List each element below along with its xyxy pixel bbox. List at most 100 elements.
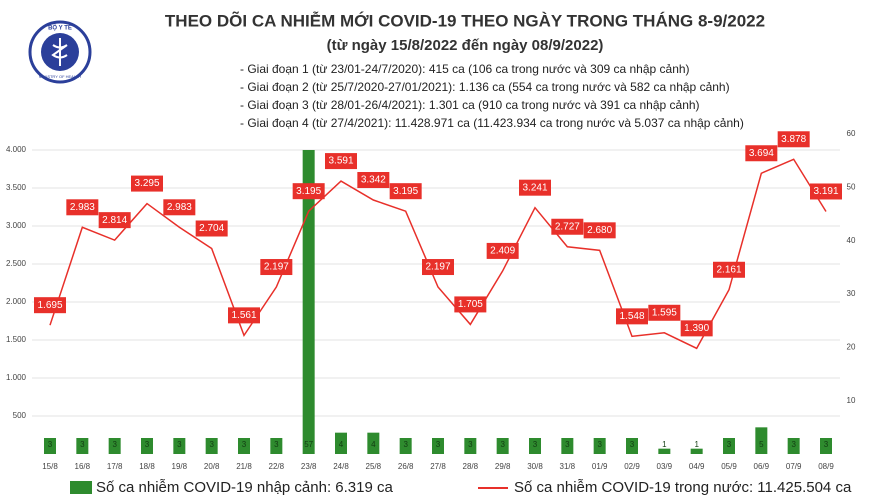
y2-tick-label: 50 (847, 182, 856, 191)
legend-swatch (70, 481, 92, 494)
bar (690, 448, 703, 454)
x-tick-label: 21/8 (236, 462, 252, 471)
bar-value-label: 3 (500, 440, 505, 449)
y-tick-label: 1.500 (6, 335, 27, 344)
x-tick-label: 23/8 (301, 462, 317, 471)
value-label-box (260, 259, 293, 276)
bar (593, 438, 606, 454)
line (49, 158, 827, 350)
bar-value-label: 3 (436, 440, 441, 449)
annotation: - Giai đoạn 2 (từ 25/7/2020-27/01/2021):… (240, 80, 730, 94)
x-tick-label: 24/8 (333, 462, 349, 471)
bar-value-label: 1 (694, 440, 699, 449)
bar (270, 438, 283, 454)
value-label-box (292, 183, 325, 200)
y-tick-label: 1.000 (6, 373, 27, 382)
value-label: 2.197 (264, 262, 289, 273)
y2-tick-label: 40 (847, 236, 856, 245)
bar-value-label: 1 (662, 440, 667, 449)
x-tick-label: 01/9 (592, 462, 608, 471)
bar-value-label: 3 (824, 440, 829, 449)
bar-value-label: 3 (565, 440, 570, 449)
value-label-box (486, 242, 519, 259)
bar (238, 438, 250, 454)
x-tick-label: 06/9 (754, 462, 770, 471)
bar (302, 150, 315, 454)
legend-label: Số ca nhiễm COVID-19 nhập cảnh: 6.319 ca (96, 479, 394, 496)
y-tick-label: 3.500 (6, 183, 27, 192)
x-tick-label: 22/8 (269, 462, 285, 471)
value-label: 2.814 (102, 215, 127, 226)
value-label: 3.694 (749, 148, 774, 159)
annotation: - Giai đoạn 4 (từ 27/4/2021): 11.428.971… (240, 116, 744, 130)
bar-value-label: 3 (274, 440, 279, 449)
value-label-box (325, 153, 357, 170)
bar (561, 438, 574, 454)
logo-name: BỘ Y TẾ (48, 24, 72, 32)
logo-caption: MINISTRY OF HEALTH (39, 74, 81, 79)
value-label-box (131, 175, 163, 192)
bar-value-label: 3 (177, 440, 182, 449)
bar (335, 432, 347, 454)
value-label-box (454, 296, 487, 313)
value-label: 1.548 (619, 311, 644, 322)
x-tick-label: 26/8 (398, 462, 414, 471)
x-tick-label: 02/9 (624, 462, 640, 471)
value-label: 1.390 (684, 323, 709, 334)
bar-value-label: 3 (403, 440, 408, 449)
value-label: 1.705 (458, 299, 483, 310)
value-label: 2.161 (716, 264, 741, 275)
value-label-box (551, 218, 584, 235)
value-label-box (422, 259, 454, 276)
value-label-box (745, 145, 778, 162)
value-label: 2.983 (70, 202, 95, 213)
value-label-box (583, 222, 616, 239)
value-label: 3.191 (813, 186, 838, 197)
x-tick-label: 08/9 (818, 462, 834, 471)
value-label: 3.878 (781, 134, 806, 145)
y-tick-label: 500 (13, 411, 27, 420)
value-label: 2.197 (425, 262, 450, 273)
legend-label: Số ca nhiễm COVID-19 trong nước: 11.425.… (514, 479, 852, 496)
value-label-box (66, 199, 99, 216)
value-label-box (195, 220, 228, 237)
value-label-box (777, 131, 810, 148)
value-label: 3.591 (328, 156, 353, 167)
x-tick-label: 28/8 (463, 462, 479, 471)
x-tick-label: 20/8 (204, 462, 220, 471)
bar (367, 432, 380, 454)
value-label: 2.727 (555, 221, 580, 232)
value-label-box (648, 304, 681, 321)
x-tick-label: 07/9 (786, 462, 802, 471)
value-label-box (357, 172, 390, 189)
value-label: 3.195 (393, 186, 418, 197)
bar-value-label: 3 (791, 440, 796, 449)
value-label: 2.983 (167, 202, 192, 213)
x-tick-label: 04/9 (689, 462, 705, 471)
bar-value-label: 3 (727, 440, 732, 449)
x-tick-label: 25/8 (366, 462, 382, 471)
y-tick-label: 2.000 (6, 297, 27, 306)
value-label-box (519, 179, 551, 196)
x-tick-label: 18/8 (139, 462, 155, 471)
bar-value-label: 3 (145, 440, 150, 449)
y2-tick-label: 30 (847, 289, 856, 298)
bar (432, 438, 444, 454)
x-tick-label: 03/9 (657, 462, 673, 471)
bar (464, 438, 477, 454)
annotation: - Giai đoạn 3 (từ 28/01-26/4/2021): 1.30… (240, 98, 700, 112)
y-tick-label: 3.000 (6, 221, 27, 230)
y-tick-label: 4.000 (6, 145, 27, 154)
y-tick-label: 2.500 (6, 259, 27, 268)
value-label-box (163, 199, 196, 216)
y2-tick-label: 60 (847, 129, 856, 138)
value-label-box (713, 261, 745, 278)
bar-value-label: 3 (630, 440, 635, 449)
y2-tick-label: 10 (847, 396, 856, 405)
value-label-box (98, 212, 131, 229)
bar-value-label: 3 (209, 440, 214, 449)
bar (399, 438, 412, 454)
bar (529, 438, 541, 454)
x-tick-label: 15/8 (42, 462, 58, 471)
chart-subtitle: (từ ngày 15/8/2022 đến ngày 08/9/2022) (327, 37, 604, 54)
